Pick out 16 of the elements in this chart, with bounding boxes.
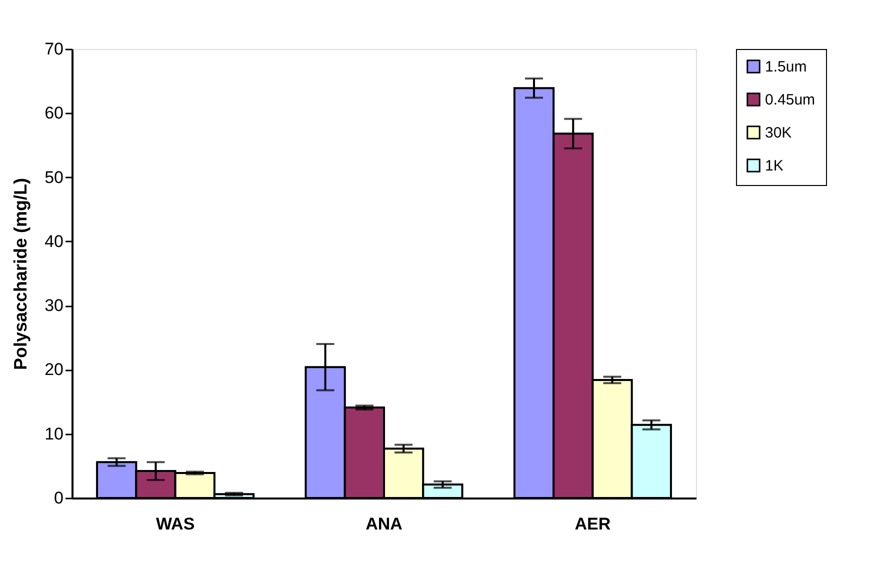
y-tick-label: 60 <box>44 104 64 123</box>
legend-label: 1K <box>765 158 784 174</box>
legend-label: 0.45um <box>765 92 816 108</box>
y-tick-label: 10 <box>44 424 64 444</box>
x-tick-label: AER <box>574 514 611 534</box>
legend-label: 30K <box>765 124 792 142</box>
x-tick-label: ANA <box>366 514 402 534</box>
y-tick-label: 20 <box>44 360 64 380</box>
y-axis-title: Polysaccharide (mg/L) <box>10 178 31 370</box>
legend-label: 1.5um <box>765 58 807 76</box>
y-tick-label: 0 <box>54 488 64 508</box>
y-tick-label: 40 <box>44 232 64 251</box>
y-tick-label: 50 <box>44 168 64 187</box>
y-tick-label: 70 <box>44 40 64 58</box>
y-tick-label: 30 <box>44 296 64 316</box>
x-tick-label: WAS <box>156 514 195 534</box>
